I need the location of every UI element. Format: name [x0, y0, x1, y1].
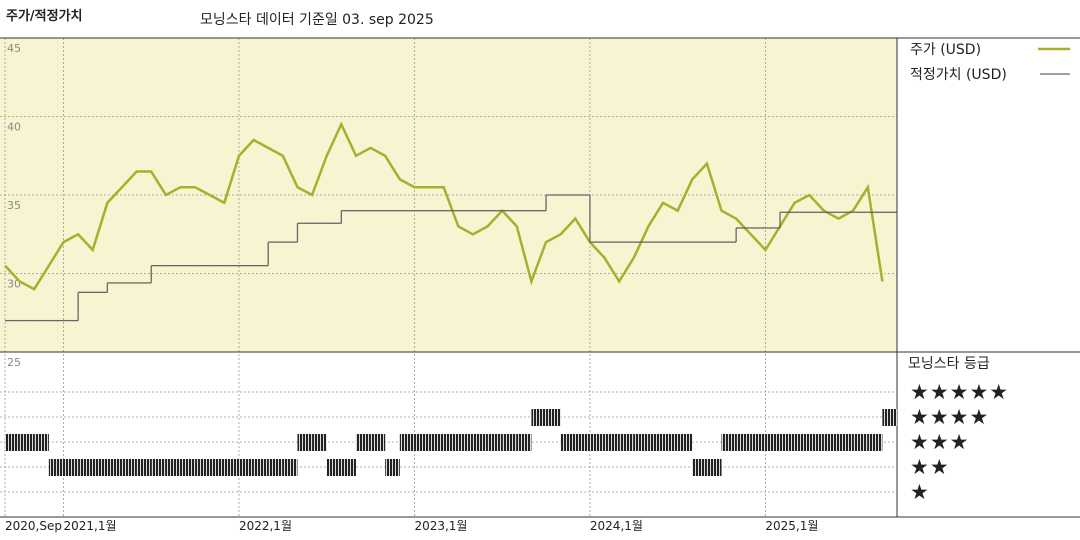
rating-bar	[312, 434, 327, 451]
rating-bar	[575, 434, 590, 451]
rating-bar	[516, 434, 532, 451]
rating-bar	[706, 459, 722, 476]
rating-bar	[136, 459, 152, 476]
rating-bar	[399, 434, 415, 451]
rating-bar	[326, 459, 342, 476]
x-tick-label: 2021,1월	[63, 519, 116, 533]
x-tick-label: 2025,1월	[765, 519, 818, 533]
rating-bar	[268, 459, 283, 476]
rating-bar	[809, 434, 824, 451]
rating-bar	[34, 434, 49, 451]
rating-bar	[355, 434, 371, 451]
rating-bar	[882, 409, 897, 426]
x-tick-label: 2022,1월	[239, 519, 292, 533]
rating-bar	[443, 434, 459, 451]
x-tick-label: 2020,Sep	[5, 519, 62, 533]
rating-bar	[765, 434, 781, 451]
y-tick-label: 40	[7, 121, 21, 134]
rating-bar	[458, 434, 473, 451]
rating-bar	[736, 434, 751, 451]
rating-bar	[853, 434, 868, 451]
rating-bar	[195, 459, 210, 476]
rating-bar	[370, 434, 386, 451]
rating-bar	[823, 434, 839, 451]
rating-bar	[209, 459, 225, 476]
rating-bar	[282, 459, 298, 476]
rating-bar	[414, 434, 430, 451]
rating-bar	[867, 434, 883, 451]
rating-bar	[531, 409, 547, 426]
rating-bar	[224, 459, 239, 476]
rating-label: ★★	[910, 455, 950, 479]
y-tick-label: 35	[7, 199, 21, 212]
rating-bar	[385, 459, 400, 476]
rating-bar	[48, 459, 64, 476]
rating-bar	[589, 434, 605, 451]
rating-bar	[297, 434, 313, 451]
rating-bar	[121, 459, 137, 476]
rating-bar	[502, 434, 517, 451]
rating-bar	[648, 434, 664, 451]
rating-bar	[238, 459, 254, 476]
rating-label: ★★★★★	[910, 380, 1009, 404]
rating-bar	[107, 459, 122, 476]
rating-bar	[677, 434, 693, 451]
rating-label: ★★★★	[910, 405, 989, 429]
rating-bar	[19, 434, 35, 451]
rating-bar	[721, 434, 737, 451]
price-line	[4, 121, 884, 291]
rating-bar	[604, 434, 620, 451]
rating-bar	[78, 459, 93, 476]
rating-bar	[780, 434, 795, 451]
rating-bar	[663, 434, 678, 451]
rating-bar	[151, 459, 166, 476]
rating-bar	[5, 434, 20, 451]
rating-bar	[92, 459, 108, 476]
rating-bar	[165, 459, 181, 476]
chart-title: 주가/적정가치	[6, 8, 83, 24]
x-tick-label: 2024,1월	[590, 519, 643, 533]
rating-bar	[180, 459, 196, 476]
rating-bar	[692, 459, 707, 476]
legend-label: 적정가치 (USD)	[910, 67, 1007, 83]
rating-bar	[619, 434, 634, 451]
rating-bar	[429, 434, 444, 451]
rating-bar	[63, 459, 79, 476]
rating-bar	[341, 459, 356, 476]
rating-bar	[472, 434, 488, 451]
rating-bar	[487, 434, 503, 451]
legend-label: 주가 (USD)	[910, 42, 981, 58]
x-tick-label: 2023,1월	[414, 519, 467, 533]
rating-label: ★	[910, 480, 930, 504]
rating-bar	[253, 459, 269, 476]
chart-subtitle: 모닝스타 데이터 기준일 03. sep 2025	[200, 12, 434, 28]
rating-bar	[546, 409, 561, 426]
rating-bar	[794, 434, 810, 451]
rating-bar	[838, 434, 854, 451]
y-tick-label: 45	[7, 42, 21, 55]
rating-title: 모닝스타 등급	[908, 356, 990, 372]
rating-bar	[750, 434, 766, 451]
rating-bar	[560, 434, 576, 451]
rating-bar	[633, 434, 649, 451]
rating-label: ★★★	[910, 430, 969, 454]
y-tick-label: 25	[7, 356, 21, 369]
